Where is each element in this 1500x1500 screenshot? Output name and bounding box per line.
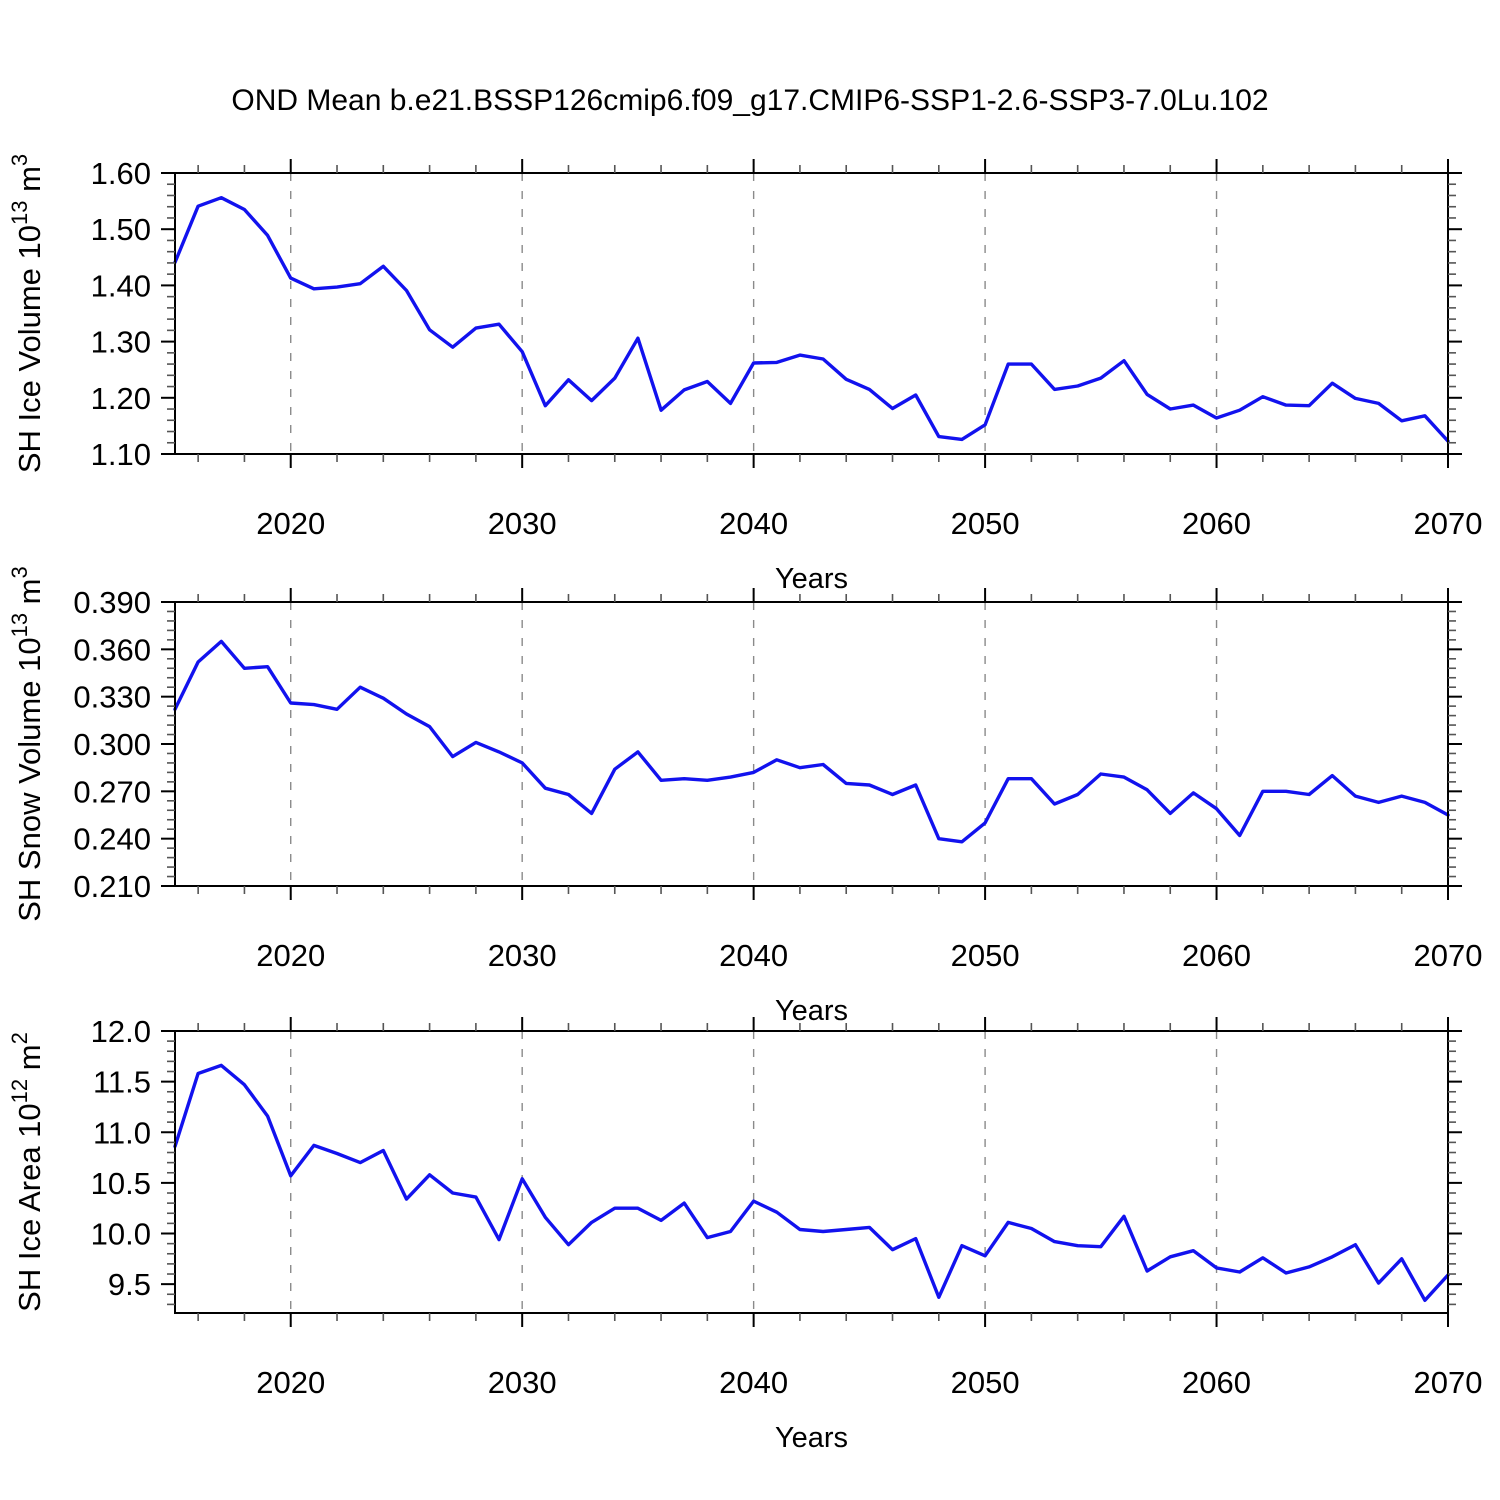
svg-text:2050: 2050 [951, 506, 1020, 541]
panel-snow-volume: 2020 2030 2040 2050 2060 2070 0.210 0.240 0.270 0… [7, 566, 1482, 1027]
svg-text:2060: 2060 [1182, 1365, 1251, 1400]
svg-text:2020: 2020 [256, 506, 325, 541]
svg-text:0.360: 0.360 [73, 632, 151, 667]
svg-text:2030: 2030 [488, 1365, 557, 1400]
svg-text:2050: 2050 [951, 938, 1020, 973]
svg-text:2030: 2030 [488, 506, 557, 541]
svg-text:0.270: 0.270 [73, 774, 151, 809]
svg-text:1.40: 1.40 [91, 268, 151, 303]
svg-text:2070: 2070 [1414, 506, 1483, 541]
svg-text:11.0: 11.0 [93, 1115, 151, 1150]
svg-text:SH Ice Volume 1013 m3: SH Ice Volume 1013 m3 [7, 154, 47, 473]
svg-text:1.60: 1.60 [91, 156, 151, 191]
svg-text:2070: 2070 [1414, 1365, 1483, 1400]
svg-text:2050: 2050 [951, 1365, 1020, 1400]
svg-text:SH Snow Volume 1013 m3: SH Snow Volume 1013 m3 [7, 566, 47, 922]
svg-text:0.210: 0.210 [73, 869, 151, 904]
svg-text:2060: 2060 [1182, 506, 1251, 541]
panel-ice-area: 2020 2030 2040 2050 2060 2070 9.5 10.0 10.5 11.0 1… [7, 1014, 1482, 1454]
svg-text:2040: 2040 [719, 938, 788, 973]
svg-text:Years: Years [775, 563, 848, 595]
panel-ice-volume: 2020 2030 2040 2050 2060 2070 1.10 1.20 1.30 1.40… [7, 154, 1482, 595]
svg-text:9.5: 9.5 [108, 1267, 151, 1302]
svg-text:2070: 2070 [1414, 938, 1483, 973]
svg-text:0.240: 0.240 [73, 822, 151, 857]
svg-text:2040: 2040 [719, 506, 788, 541]
svg-text:Years: Years [775, 1422, 848, 1454]
svg-text:12.0: 12.0 [91, 1014, 151, 1049]
svg-text:10.5: 10.5 [91, 1166, 151, 1201]
svg-text:1.20: 1.20 [91, 381, 151, 416]
svg-text:0.330: 0.330 [73, 680, 151, 715]
svg-text:11.5: 11.5 [93, 1065, 151, 1100]
svg-text:2040: 2040 [719, 1365, 788, 1400]
chart-title: OND Mean b.e21.BSSP126cmip6.f09_g17.CMIP… [231, 84, 1269, 117]
svg-text:10.0: 10.0 [91, 1217, 151, 1252]
svg-text:1.50: 1.50 [91, 212, 151, 247]
svg-text:1.30: 1.30 [91, 325, 151, 360]
svg-text:2020: 2020 [256, 1365, 325, 1400]
svg-text:Years: Years [775, 995, 848, 1027]
svg-text:0.300: 0.300 [73, 727, 151, 762]
svg-text:2060: 2060 [1182, 938, 1251, 973]
svg-text:2030: 2030 [488, 938, 557, 973]
svg-text:2020: 2020 [256, 938, 325, 973]
svg-text:0.390: 0.390 [73, 585, 151, 620]
svg-text:SH Ice Area 1012 m2: SH Ice Area 1012 m2 [7, 1032, 47, 1312]
svg-text:1.10: 1.10 [91, 437, 151, 472]
